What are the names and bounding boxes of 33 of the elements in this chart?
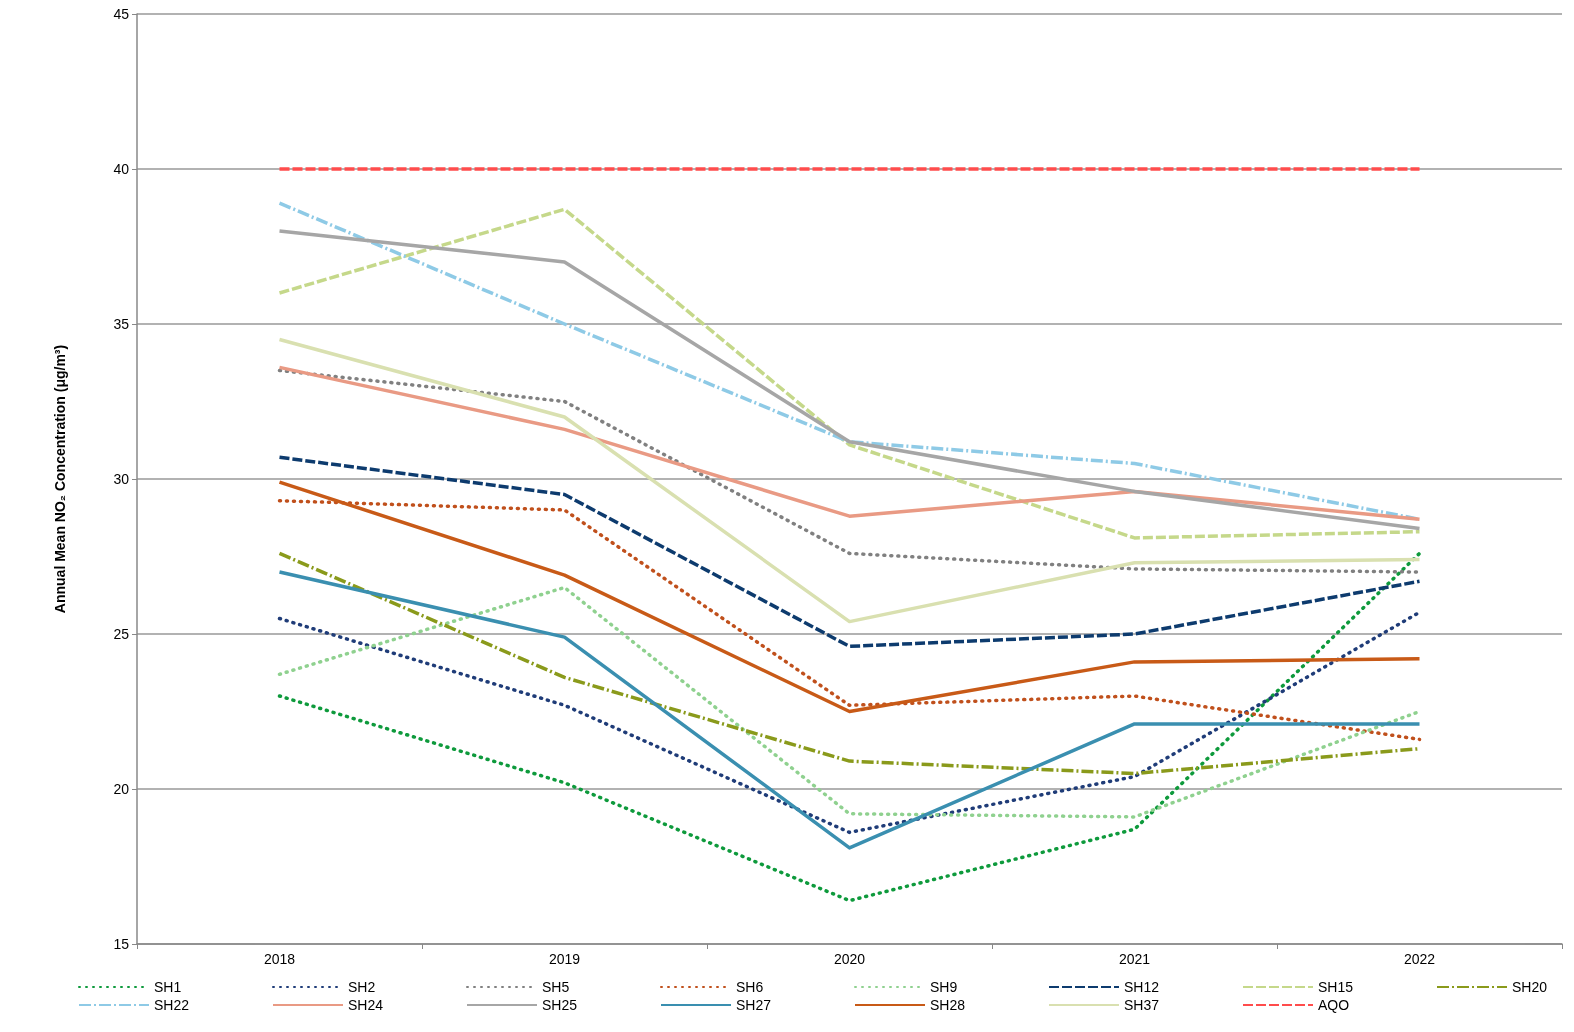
legend-label: SH20 (1512, 979, 1548, 995)
x-tick-label: 2022 (1403, 951, 1436, 967)
x-tick-label: 2018 (263, 951, 296, 967)
y-tick-label: 20 (113, 781, 130, 797)
y-tick-label: 15 (113, 936, 130, 952)
legend-label: SH37 (1124, 997, 1160, 1013)
legend-label: SH27 (736, 997, 772, 1013)
legend-label: SH28 (930, 997, 966, 1013)
x-tick-label: 2021 (1118, 951, 1151, 967)
line-series (277, 337, 1422, 624)
legend-label: SH25 (542, 997, 578, 1013)
y-tick-label: 30 (113, 471, 130, 487)
x-tick-label: 2019 (548, 951, 581, 967)
legend-label: SH5 (542, 979, 570, 995)
legend-label: SH15 (1318, 979, 1354, 995)
legend-label: SH2 (348, 979, 376, 995)
legend-label: SH9 (930, 979, 958, 995)
legend-label: SH12 (1124, 979, 1160, 995)
legend-label: SH6 (736, 979, 764, 995)
line-series (277, 570, 1422, 850)
y-tick-label: 35 (113, 316, 130, 332)
y-tick-label: 25 (113, 626, 130, 642)
line-series (277, 455, 1422, 649)
legend-label: AQO (1318, 997, 1350, 1013)
y-axis-title: Annual Mean NO₂ Concentration (μg/m³) (52, 344, 68, 614)
y-tick-label: 45 (113, 6, 130, 22)
y-tick-label: 40 (113, 161, 130, 177)
line-series (277, 365, 1422, 522)
x-tick-label: 2020 (833, 951, 866, 967)
legend-label: SH24 (348, 997, 384, 1013)
legend-label: SH22 (154, 997, 190, 1013)
legend-label: SH1 (154, 979, 182, 995)
line-series (277, 551, 1422, 903)
